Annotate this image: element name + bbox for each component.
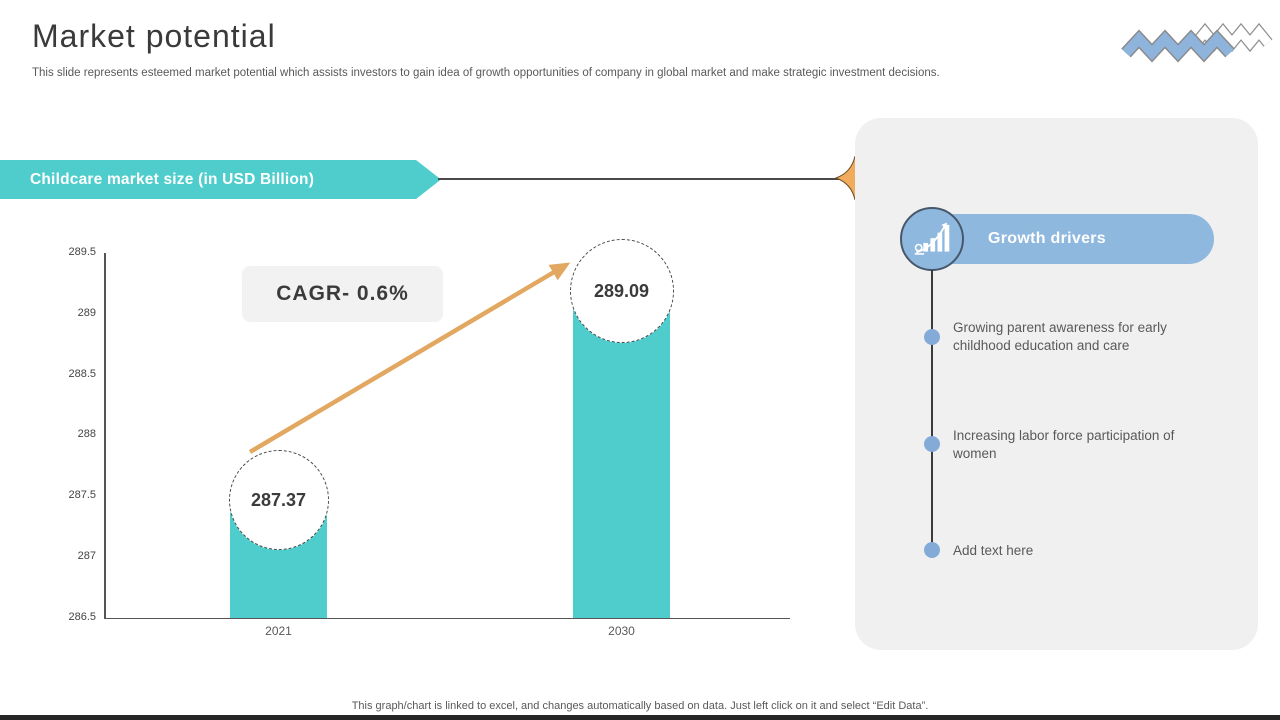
data-label-bubble-2021: 287.37 [228,450,329,550]
growth-drivers-header: Growth drivers [920,214,1214,264]
x-label-2021: 2021 [265,624,292,638]
chart-title-banner: Childcare market size (in USD Billion) [0,160,441,199]
zigzag-decoration-icon [1121,22,1273,63]
timeline-line [931,270,933,550]
page-subtitle: This slide represents esteemed market po… [32,67,940,79]
y-tick: 288.5 [68,368,96,380]
bar-2030[interactable] [573,303,670,618]
bullet-dot [924,436,940,452]
y-tick: 286.5 [68,611,96,623]
y-tick: 288 [77,428,96,440]
page-title: Market potential [32,18,276,54]
bullet-dot [924,542,940,558]
growth-icon-badge [900,207,964,271]
plot-area: 287.37 289.09 [105,239,790,618]
growth-drivers-panel [855,118,1258,650]
growth-driver-item-1: Growing parent awareness for early child… [953,320,1167,353]
x-axis-line [104,617,790,619]
y-tick: 287.5 [68,489,96,501]
data-label-bubble-2030: 289.09 [569,239,674,343]
connector-line [438,178,858,180]
y-tick: 289.5 [68,246,96,258]
bar-column-2030: 289.09 [569,239,674,618]
chart-object[interactable]: 289.5 289 288.5 288 287.5 287 286.5 287.… [0,0,820,680]
y-axis-line [104,253,106,619]
growth-driver-item-placeholder[interactable]: Add text here [953,543,1034,558]
bottom-accent-bar [0,715,1280,720]
cagr-badge: CAGR- 0.6% [242,266,443,322]
growth-driver-item-2: Increasing labor force participation of … [953,428,1175,461]
y-tick: 287 [77,550,96,562]
y-tick: 289 [77,307,96,319]
x-label-2030: 2030 [608,624,635,638]
growth-chart-icon [914,222,950,255]
bullet-dot [924,329,940,345]
footer-note: This graph/chart is linked to excel, and… [351,700,929,712]
chart-title-banner-label: Childcare market size (in USD Billion) [30,171,315,188]
growth-drivers-header-label: Growth drivers [988,230,1107,247]
bar-column-2021: 287.37 [228,253,329,618]
